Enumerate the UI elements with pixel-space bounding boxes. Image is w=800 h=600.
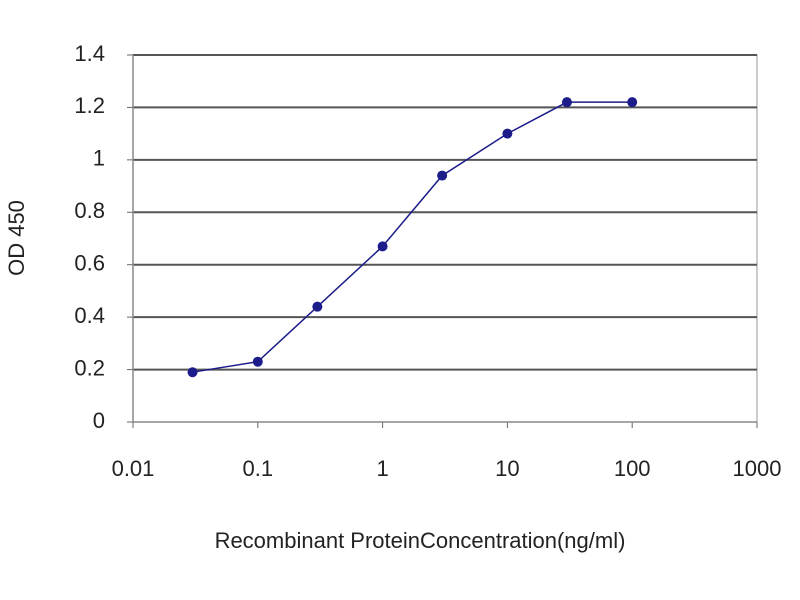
x-tick-label: 0.01	[112, 456, 155, 481]
x-axis-label: Recombinant ProteinConcentration(ng/ml)	[215, 528, 626, 553]
x-tick-label: 1	[376, 456, 388, 481]
y-tick-label: 0.8	[74, 198, 105, 223]
y-tick-label: 1.2	[74, 93, 105, 118]
x-tick-label: 1000	[733, 456, 782, 481]
data-point	[252, 356, 263, 367]
x-tick-label: 10	[495, 456, 519, 481]
data-point	[437, 170, 448, 181]
data-point	[561, 97, 572, 108]
plot-area	[132, 54, 758, 423]
data-point	[187, 367, 198, 378]
data-point	[627, 97, 638, 108]
y-tick-label: 0.6	[74, 251, 105, 276]
x-tick-label: 100	[614, 456, 651, 481]
y-tick-label: 0.2	[74, 355, 105, 380]
data-line	[192, 101, 633, 373]
y-tick-label: 1	[93, 146, 105, 171]
x-tick-label: 0.1	[243, 456, 274, 481]
y-tick-label: 1.4	[74, 41, 105, 66]
data-point	[312, 301, 323, 312]
data-point	[377, 241, 388, 252]
y-axis-label: OD 450	[4, 200, 29, 276]
y-tick-label: 0	[93, 408, 105, 433]
y-tick-label: 0.4	[74, 303, 105, 328]
data-point	[502, 128, 513, 139]
